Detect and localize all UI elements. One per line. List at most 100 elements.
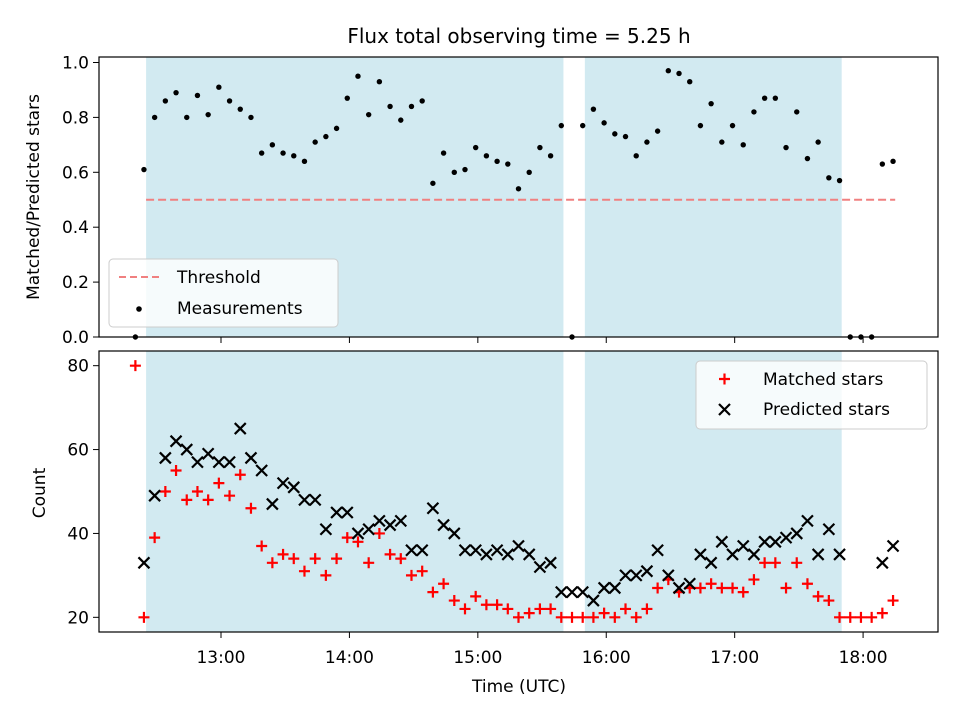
measurement-point — [398, 117, 404, 123]
predicted-star-marker — [212, 455, 226, 469]
measurement-point — [483, 153, 490, 159]
measurement-point — [344, 95, 350, 101]
predicted-star-marker — [159, 451, 172, 465]
predicted-star-marker — [362, 522, 375, 536]
predicted-star-marker — [608, 581, 622, 595]
predicted-star-marker — [662, 569, 675, 582]
matched-star-marker — [352, 536, 364, 548]
predicted-star-marker — [373, 514, 386, 528]
predicted-star-marker — [148, 489, 161, 502]
predicted-star-marker — [223, 455, 236, 469]
measurement-point — [355, 73, 361, 79]
x-tick-label: 13:00 — [196, 648, 245, 668]
matched-star-marker — [587, 611, 599, 623]
measurement-point — [162, 98, 169, 104]
predicted-star-marker — [533, 560, 547, 574]
matched-star-marker — [887, 595, 899, 607]
predicted-star-marker — [704, 556, 718, 570]
x-tick-label: 17:00 — [710, 648, 759, 668]
predicted-star-marker — [169, 434, 183, 448]
matched-star-marker — [138, 611, 150, 623]
measurement-point — [205, 111, 211, 118]
predicted-star-marker — [137, 556, 151, 570]
measurement-point — [558, 122, 565, 129]
matched-star-marker — [470, 590, 482, 602]
matched-star-marker — [459, 603, 471, 615]
ratio-y-axis-label: Matched/Predicted stars — [24, 94, 44, 300]
matched-star-marker — [416, 565, 428, 577]
x-tick-label: 15:00 — [453, 648, 502, 668]
ratio-panel-frame — [98, 56, 939, 338]
matched-star-marker — [395, 553, 407, 565]
measurement-point — [515, 186, 522, 192]
matched-star-marker — [727, 582, 739, 594]
predicted-star-marker — [672, 581, 686, 595]
matched-star-marker — [245, 502, 257, 514]
predicted-star-marker — [811, 548, 825, 561]
y-tick-label: 0.2 — [62, 273, 89, 293]
predicted-star-marker — [405, 543, 418, 557]
count-legend-box — [695, 360, 928, 430]
measurement-point — [526, 169, 532, 175]
matched-star-marker — [769, 557, 781, 569]
predicted-star-marker — [308, 493, 322, 507]
matched-star-marker — [555, 611, 567, 623]
measurement-point — [462, 166, 468, 173]
matched-star-marker — [224, 490, 236, 502]
matched-star-marker — [609, 611, 621, 623]
predicted-star-marker — [512, 539, 525, 553]
predicted-star-marker — [276, 476, 290, 490]
measurement-point — [804, 155, 811, 162]
predicted-star-marker — [201, 447, 215, 461]
matched-star-marker — [363, 557, 375, 569]
measurement-point — [633, 153, 639, 159]
predicted-star-marker — [833, 548, 846, 561]
measurement-point — [494, 158, 500, 165]
measurement-point — [751, 109, 757, 115]
predicted-star-marker — [769, 535, 782, 549]
matched-stars-points — [129, 360, 899, 623]
measurement-point — [472, 144, 479, 151]
measurement-point — [826, 175, 832, 181]
matched-star-marker — [331, 553, 343, 565]
matched-star-marker — [266, 557, 278, 569]
measurement-point — [794, 109, 800, 115]
predicted-star-marker — [715, 535, 729, 549]
measurement-point — [783, 144, 789, 151]
y-tick-label: 20 — [67, 608, 89, 628]
measurement-point — [687, 79, 693, 85]
predicted-star-marker — [790, 527, 804, 540]
count-legend: Matched stars Predicted stars — [695, 360, 928, 430]
measurement-points — [132, 68, 896, 340]
matched-star-marker — [298, 565, 310, 577]
matched-star-marker — [170, 465, 182, 477]
predicted-star-marker — [683, 577, 697, 591]
matched-star-marker — [598, 607, 610, 619]
measurement-point — [226, 98, 233, 104]
measurement-point — [537, 144, 543, 151]
measurement-point — [141, 166, 147, 173]
predicted-star-marker — [779, 531, 793, 544]
measurement-point — [580, 122, 586, 129]
shaded-interval — [146, 351, 564, 632]
legend-predicted-label: Predicted stars — [763, 400, 890, 420]
measurement-point — [729, 122, 736, 129]
matched-star-marker — [513, 611, 524, 623]
measurement-point — [676, 70, 682, 77]
predicted-star-marker — [437, 518, 450, 532]
matched-star-marker — [791, 557, 803, 569]
measurement-point — [269, 142, 276, 148]
measurement-point — [612, 131, 618, 137]
measurement-point — [644, 139, 650, 145]
measurement-point — [740, 142, 746, 148]
matched-star-marker — [705, 578, 717, 590]
measurement-point — [408, 103, 415, 110]
y-tick-label: 0.6 — [62, 163, 89, 183]
y-tick-label: 60 — [67, 441, 89, 461]
y-tick-label: 0.4 — [62, 218, 89, 238]
predicted-star-marker — [736, 539, 750, 553]
ratio-legend: Threshold Measurements — [108, 258, 339, 328]
predicted-star-marker — [619, 569, 632, 582]
matched-star-marker — [159, 486, 171, 497]
legend-threshold-label: Threshold — [176, 268, 261, 288]
